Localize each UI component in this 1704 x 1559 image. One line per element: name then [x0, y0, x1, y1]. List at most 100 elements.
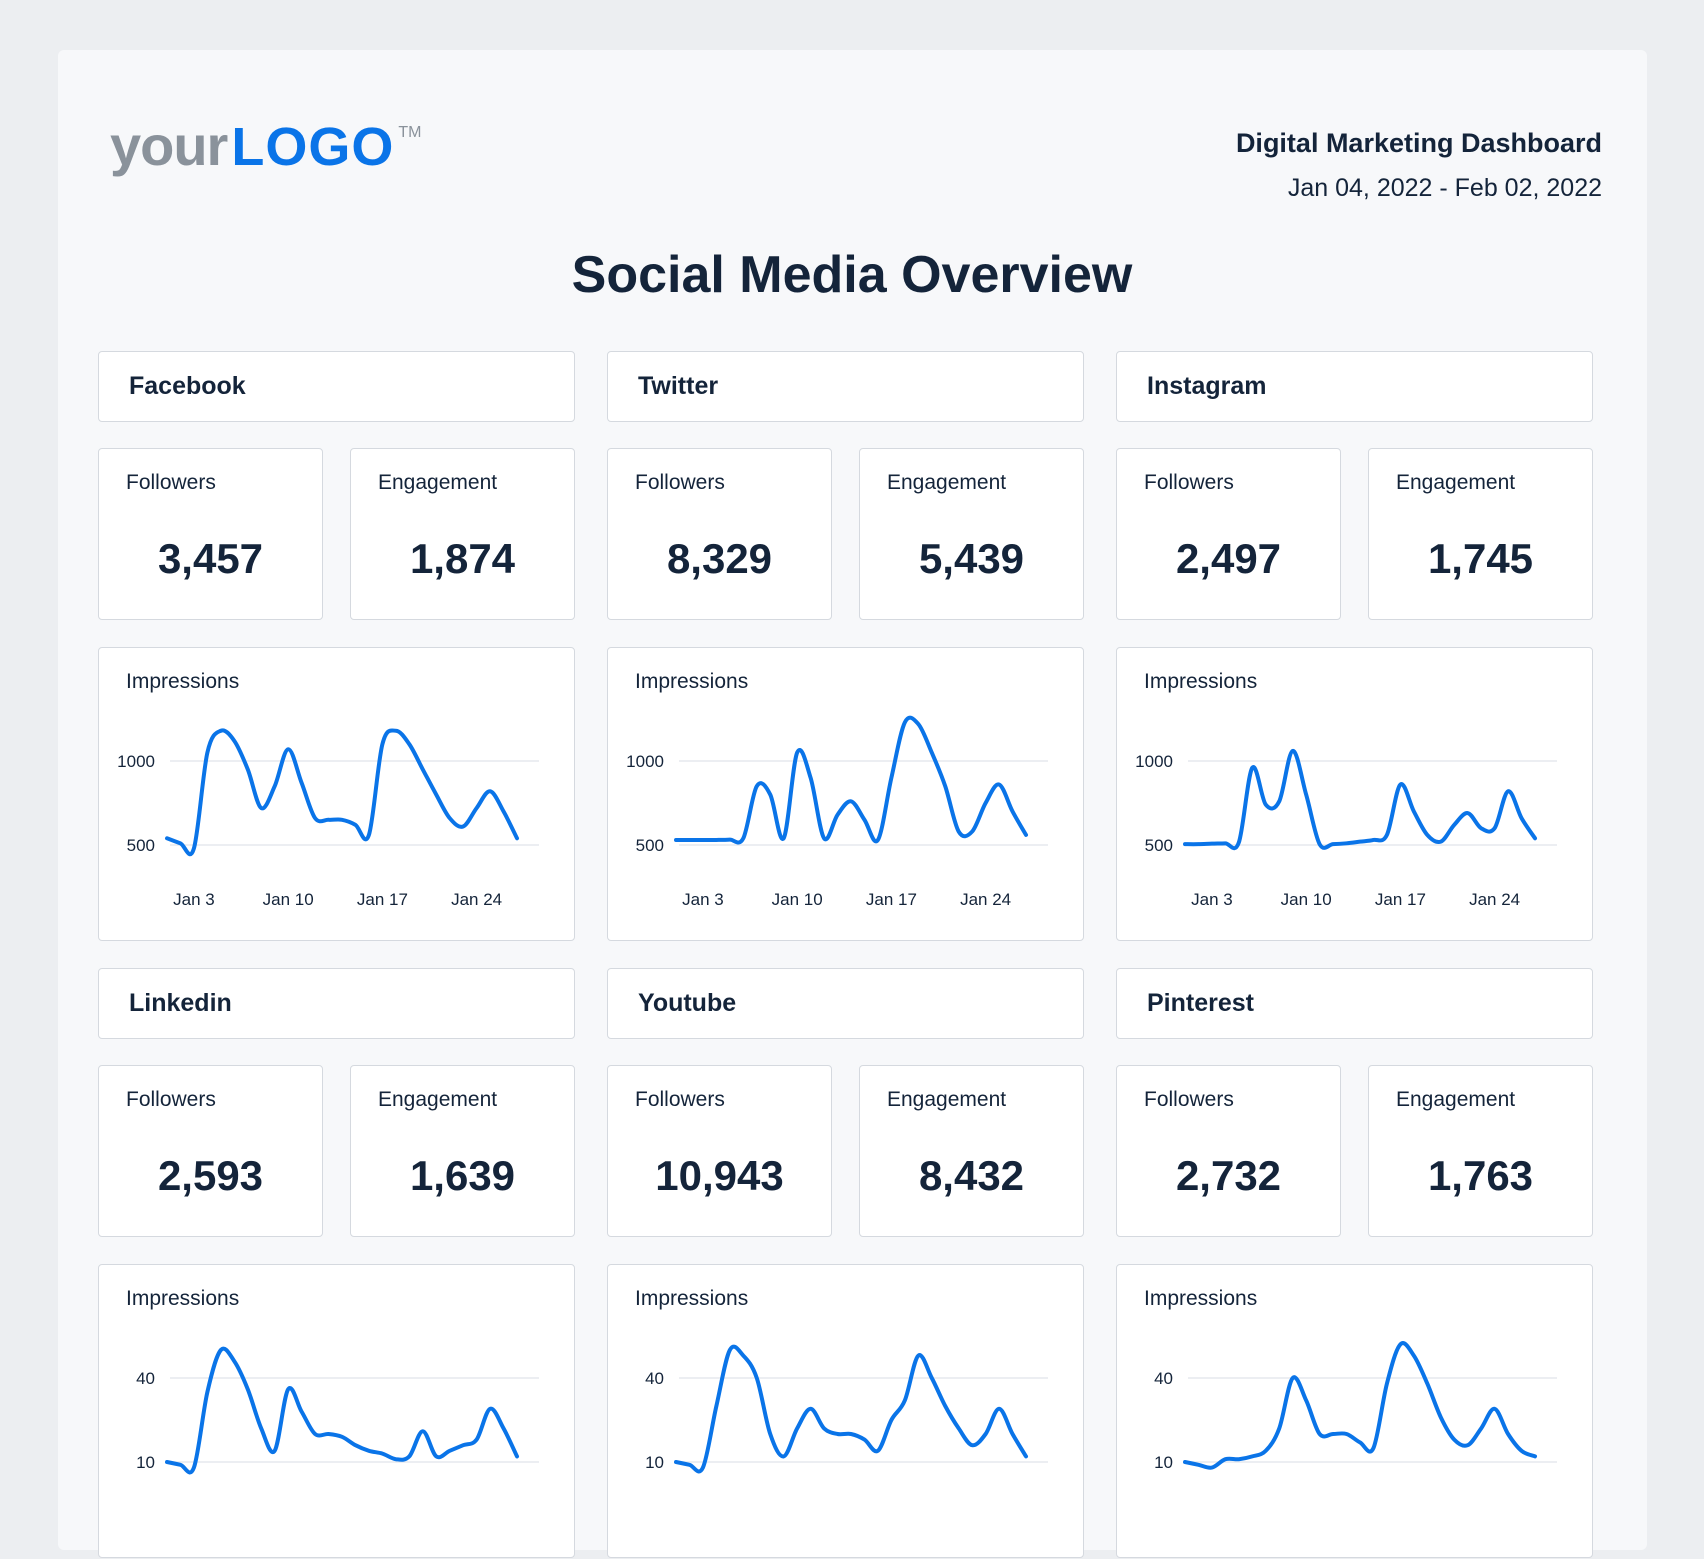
y-tick-label: 10 — [1154, 1453, 1173, 1472]
impressions-chart: 40 10 — [645, 1344, 1048, 1474]
followers-value: 3,457 — [157, 535, 264, 582]
stats-row: Followers 2,593 Engagement 1,639 — [98, 1065, 575, 1237]
impressions-label: Impressions — [1144, 670, 1258, 693]
followers-card: Followers 2,497 — [1116, 448, 1341, 620]
followers-value: 2,732 — [1175, 1152, 1282, 1199]
x-tick-label: Jan 24 — [960, 890, 1011, 909]
y-tick-label: 40 — [136, 1369, 155, 1388]
impressions-line — [1183, 1341, 1537, 1470]
x-tick-label: Jan 17 — [357, 890, 408, 909]
company-logo: your LOGO TM — [110, 114, 421, 177]
y-tick-label: 1000 — [1135, 752, 1173, 771]
platform-header: Linkedin — [98, 968, 575, 1039]
engagement-card: Engagement 1,745 — [1368, 448, 1593, 620]
followers-value: 10,943 — [655, 1152, 784, 1199]
engagement-label: Engagement — [887, 471, 1007, 494]
x-tick-label: Jan 24 — [1469, 890, 1520, 909]
platform-name: Twitter — [638, 372, 719, 400]
logo-your: your — [110, 114, 228, 177]
impressions-line — [674, 1344, 1028, 1474]
y-tick-label: 1000 — [626, 752, 664, 771]
engagement-value: 1,763 — [1427, 1152, 1534, 1199]
engagement-card: Engagement 8,432 — [859, 1065, 1084, 1237]
impressions-line — [1183, 748, 1537, 851]
platform-section-youtube: Youtube Followers 10,943 Engagement 8,43… — [607, 968, 1084, 1558]
logo-mark: LOGO — [231, 117, 395, 177]
page-title: Social Media Overview — [571, 246, 1133, 304]
followers-label: Followers — [126, 471, 216, 494]
platform-section-twitter: Twitter Followers 8,329 Engagement 5,439… — [607, 351, 1084, 941]
x-tick-label: Jan 24 — [451, 890, 502, 909]
impressions-label: Impressions — [126, 1287, 240, 1310]
platform-section-linkedin: Linkedin Followers 2,593 Engagement 1,63… — [98, 968, 575, 1558]
followers-card: Followers 2,732 — [1116, 1065, 1341, 1237]
impressions-chart-card: 1000 500 Jan 3 Jan 10 Jan 17 Jan 24 Impressio… — [1116, 647, 1593, 941]
impressions-chart: 1000 500 Jan 3 Jan 10 Jan 17 Jan 24 — [117, 728, 539, 909]
impressions-label: Impressions — [126, 670, 240, 693]
x-tick-label: Jan 10 — [1281, 890, 1332, 909]
followers-label: Followers — [126, 1088, 216, 1111]
y-tick-label: 1000 — [117, 752, 155, 771]
impressions-chart-card: 1000 500 Jan 3 Jan 10 Jan 17 Jan 24 Impressio… — [607, 647, 1084, 941]
engagement-label: Engagement — [1396, 471, 1516, 494]
stats-row: Followers 2,732 Engagement 1,763 — [1116, 1065, 1593, 1237]
impressions-chart: 1000 500 Jan 3 Jan 10 Jan 17 Jan 24 — [1135, 748, 1557, 909]
stats-row: Followers 2,497 Engagement 1,745 — [1116, 448, 1593, 620]
followers-value: 2,497 — [1175, 535, 1282, 582]
x-tick-label: Jan 3 — [1191, 890, 1233, 909]
platform-name: Linkedin — [129, 989, 232, 1017]
followers-label: Followers — [635, 471, 725, 494]
followers-label: Followers — [635, 1088, 725, 1111]
platform-name: Pinterest — [1147, 989, 1254, 1017]
followers-card: Followers 10,943 — [607, 1065, 832, 1237]
x-tick-label: Jan 3 — [682, 890, 724, 909]
impressions-line — [674, 715, 1028, 845]
impressions-label: Impressions — [635, 1287, 749, 1310]
followers-label: Followers — [1144, 471, 1234, 494]
impressions-line — [165, 1346, 519, 1475]
platform-name: Facebook — [129, 372, 246, 400]
x-tick-label: Jan 10 — [772, 890, 823, 909]
x-tick-label: Jan 3 — [173, 890, 215, 909]
stats-row: Followers 8,329 Engagement 5,439 — [607, 448, 1084, 620]
platform-header: Pinterest — [1116, 968, 1593, 1039]
engagement-card: Engagement 1,639 — [350, 1065, 575, 1237]
followers-card: Followers 2,593 — [98, 1065, 323, 1237]
date-range: Jan 04, 2022 - Feb 02, 2022 — [1287, 174, 1602, 202]
engagement-label: Engagement — [1396, 1088, 1516, 1111]
engagement-value: 1,874 — [409, 535, 516, 582]
impressions-label: Impressions — [635, 670, 749, 693]
platform-header: Youtube — [607, 968, 1084, 1039]
engagement-label: Engagement — [887, 1088, 1007, 1111]
followers-label: Followers — [1144, 1088, 1234, 1111]
engagement-label: Engagement — [378, 1088, 498, 1111]
stats-row: Followers 10,943 Engagement 8,432 — [607, 1065, 1084, 1237]
impressions-chart: 1000 500 Jan 3 Jan 10 Jan 17 Jan 24 — [626, 715, 1048, 909]
stats-row: Followers 3,457 Engagement 1,874 — [98, 448, 575, 620]
y-tick-label: 500 — [1145, 836, 1173, 855]
engagement-card: Engagement 5,439 — [859, 448, 1084, 620]
followers-card: Followers 3,457 — [98, 448, 323, 620]
y-tick-label: 10 — [645, 1453, 664, 1472]
impressions-label: Impressions — [1144, 1287, 1258, 1310]
engagement-value: 8,432 — [918, 1152, 1025, 1199]
x-tick-label: Jan 10 — [263, 890, 314, 909]
engagement-value: 1,745 — [1427, 535, 1534, 582]
platform-header: Instagram — [1116, 351, 1593, 422]
followers-value: 8,329 — [666, 535, 773, 582]
impressions-chart-card: 1000 500 Jan 3 Jan 10 Jan 17 Jan 24 Impressio… — [98, 647, 575, 941]
platform-name: Instagram — [1147, 372, 1267, 400]
engagement-value: 5,439 — [918, 535, 1025, 582]
platform-grid: Facebook Followers 3,457 Engagement 1,87… — [98, 351, 1593, 1558]
platform-section-facebook: Facebook Followers 3,457 Engagement 1,87… — [98, 351, 575, 941]
engagement-label: Engagement — [378, 471, 498, 494]
platform-section-instagram: Instagram Followers 2,497 Engagement 1,7… — [1116, 351, 1593, 941]
engagement-value: 1,639 — [409, 1152, 516, 1199]
x-tick-label: Jan 17 — [1375, 890, 1426, 909]
impressions-chart-card: 40 10 Impressions — [607, 1264, 1084, 1558]
platform-section-pinterest: Pinterest Followers 2,732 Engagement 1,7… — [1116, 968, 1593, 1558]
y-tick-label: 500 — [127, 836, 155, 855]
platform-header: Twitter — [607, 351, 1084, 422]
y-tick-label: 40 — [1154, 1369, 1173, 1388]
engagement-card: Engagement 1,874 — [350, 448, 575, 620]
